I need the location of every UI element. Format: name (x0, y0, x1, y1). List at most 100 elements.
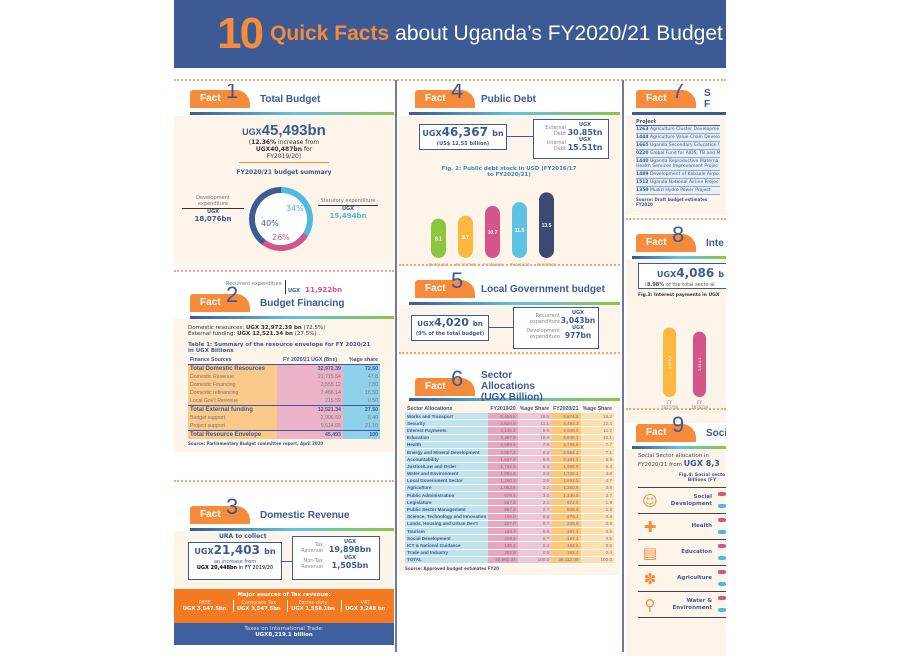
interest-category-label: 2017/18 (661, 405, 678, 410)
sector-value: 162.6 (551, 541, 581, 550)
table-row: Interest Payments 3,145.2 9.6 4,049.5 11.2 (405, 426, 614, 435)
sector-value: 668.8 (551, 505, 581, 514)
sector-value: 197.4 (551, 527, 581, 536)
finance-value: 12,521.34 (277, 405, 343, 414)
finance-source: Domestic refinancing (188, 389, 278, 397)
sector-value: 5,874.8 (551, 413, 581, 421)
social-sector-row: ⚲ Water & Environment (638, 592, 726, 618)
sector-value: 6,404.6 (488, 413, 518, 421)
tax-source: PAYE UGX 3,547.5bn (182, 600, 227, 612)
tax-source: VAT UGX 3,248 bn (341, 600, 388, 612)
total-budget-headline: UGX45,493bn (242, 122, 326, 139)
interest-category-label: FY (667, 400, 672, 405)
fact-tab: Fact 7 (636, 84, 696, 108)
fact-title: Sector Allocations (UGX Billion) (481, 370, 543, 403)
sector-value: 0.5 (580, 534, 614, 543)
fact-3: Fact 3 Domestic Revenue URA to collect UG… (174, 496, 394, 645)
lg-breakdown-box: Recurrent expenditure UGX 3,043bn Developm… (513, 307, 599, 349)
project-row: 1665 Uganda Secondary Education I (636, 142, 720, 150)
project-list: 1263 Agriculture Cluster Developme 1444 A… (636, 126, 720, 195)
social-sector-row: ▤ Education (638, 540, 726, 566)
fact-2: Fact 2 Budget Financing Domestic resource… (174, 284, 394, 452)
sector-value: 2.1 (517, 498, 552, 507)
sector-value: 2,589.5 (488, 441, 518, 449)
sector-value: 10.4 (517, 434, 552, 442)
sector-value: 1,360.6 (551, 484, 581, 493)
sector-value: 1.9 (580, 505, 614, 514)
sector-value: 3,397.6 (488, 434, 518, 442)
sector-name: Water and Environment (405, 470, 489, 478)
sector-value: 1,732.6 (488, 462, 518, 471)
sector-name: Security (405, 419, 489, 428)
table-row: Agriculture 1,053.6 3.2 1,360.6 3.8 (405, 484, 614, 493)
finance-value: 45,493 (277, 430, 343, 439)
sector-value: 19.6 (517, 413, 552, 421)
fact-title: Local Government budget (481, 284, 605, 295)
tax-breakdown-box: Tax Revenue UGX 19,898bn Non-Tax Revenue UG… (292, 536, 380, 580)
sector-value: 3,646.1 (551, 434, 581, 442)
fact-9: Fact 9 Soci Social Sector allocation in F… (626, 414, 726, 656)
sector-value: 7.7 (580, 441, 614, 449)
sector-value: 5.9 (580, 455, 614, 464)
table-row: Local Government Sector 1,260.3 3.9 1,692.5… (405, 477, 614, 485)
divider (174, 79, 726, 81)
table-row: Water and Environment 1,092.8 3.3 1,720.1 4.… (405, 470, 614, 478)
sector-value: 219.2 (488, 534, 518, 543)
finance-source: Total External funding (188, 405, 278, 414)
sector-value: 0.5 (580, 527, 614, 536)
sector-value: 146.2 (488, 541, 518, 550)
column-header: %age Share (582, 406, 612, 412)
finance-share: 7.80 (342, 381, 380, 389)
sector-value: 4.7 (580, 477, 614, 485)
debt-bar (458, 215, 473, 258)
sector-value: 3.0 (517, 491, 552, 500)
sector-value: 0.7 (517, 534, 552, 543)
sector-value: 2,785.6 (551, 441, 581, 449)
sector-name: TOTAL (405, 556, 489, 564)
sector-name: Science, Technology and Innovation (405, 513, 489, 521)
bar-2020-marker (718, 530, 726, 534)
banner-highlight: Quick Facts (270, 22, 390, 45)
table-row: Total External funding 12,521.34 27.50 (188, 405, 380, 414)
fact-title: Soci (706, 428, 726, 439)
sector-value: 1,092.8 (488, 470, 518, 478)
table-row: Domestic refinancing 7,486.14 16.50 (188, 389, 380, 397)
sector-value: 672.8 (551, 498, 581, 507)
bar-2020-marker (718, 582, 726, 586)
sector-value: 887.8 (488, 505, 518, 514)
finance-share: 0.50 (342, 397, 380, 406)
sector-value: 3.7 (580, 491, 614, 500)
table-row: Security 3,620.8 11.1 4,464.3 12.4 (405, 419, 614, 428)
table-row: Domestic Revenue 21,715.54 47.8 (188, 373, 380, 381)
gradient-rule (190, 112, 394, 115)
column-header: FY2019/20 (490, 406, 516, 412)
interest-category-label: FY (697, 400, 702, 405)
fact-title: Budget Financing (260, 298, 345, 309)
project-row: 1489 Development of Kabaale Airpo (636, 171, 720, 179)
fact-8: Fact 8 Inte UGX4,086 b (8.98% of the tota… (626, 224, 726, 423)
fact-tab: Fact 1 (190, 84, 250, 108)
sector-value: 100.0 (580, 556, 614, 564)
sector-value: 1,720.1 (551, 470, 581, 478)
social-sector-row: ✽ Agriculture (638, 566, 726, 592)
sector-value: 276.1 (551, 513, 581, 521)
sector-name: Agriculture (405, 484, 489, 493)
stat-pct: 34% (286, 204, 304, 213)
sector-value: 3,145.2 (488, 426, 518, 435)
public-debt-box: UGX46,367 bn (US$ 12.55 billion) (419, 124, 507, 150)
finance-value: 32,972.39 (277, 364, 343, 373)
dev-pct: 40% (261, 219, 279, 228)
summary-title: FY2020/21 budget summary (236, 169, 332, 176)
finance-source: Local Gov't Revenue (188, 397, 278, 406)
debt-bar (539, 192, 554, 258)
debt-bar (485, 206, 500, 258)
finance-share: 47.8 (342, 373, 380, 381)
fact-number: 1 (226, 84, 239, 103)
tax-source: Corporate Tax UGX 3,547.5bn (232, 600, 284, 612)
column-header: Sector Allocations (407, 406, 453, 412)
sector-value: 12.4 (580, 419, 614, 428)
fact-tab: Fact 9 (636, 414, 696, 442)
